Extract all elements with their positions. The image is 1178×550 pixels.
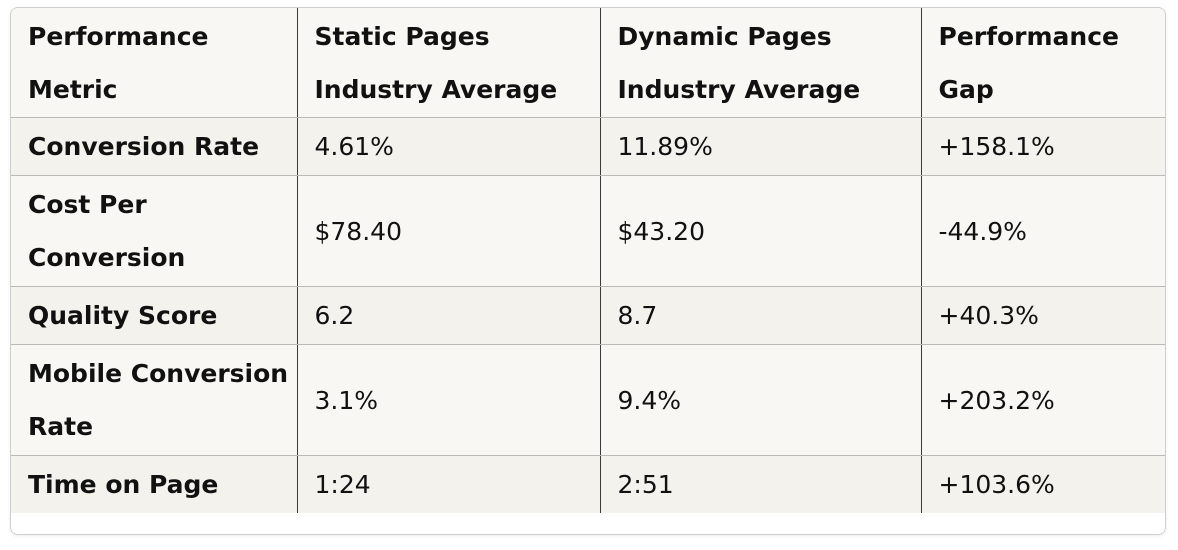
gap-value-cell: +203.2% — [921, 344, 1165, 456]
header-static-pages: Static Pages Industry Average — [297, 8, 601, 118]
header-row: Performance Metric Static Pages Industry… — [11, 8, 1165, 118]
gap-value-cell: +158.1% — [921, 117, 1165, 176]
table-row: Mobile Conversion Rate 3.1% 9.4% +203.2% — [11, 344, 1165, 456]
card-footer — [11, 513, 1165, 534]
dynamic-value-cell: 11.89% — [600, 117, 922, 176]
header-performance-gap: Performance Gap — [921, 8, 1165, 118]
table-row: Quality Score 6.2 8.7 +40.3% — [11, 286, 1165, 345]
performance-table: Performance Metric Static Pages Industry… — [11, 8, 1165, 513]
table-card: Performance Metric Static Pages Industry… — [10, 7, 1166, 535]
metric-cell: Time on Page — [11, 455, 298, 513]
static-value-cell: $78.40 — [297, 175, 601, 287]
dynamic-value-cell: $43.20 — [600, 175, 922, 287]
dynamic-value-cell: 9.4% — [600, 344, 922, 456]
static-value-cell: 1:24 — [297, 455, 601, 513]
static-value-cell: 3.1% — [297, 344, 601, 456]
gap-value-cell: +40.3% — [921, 286, 1165, 345]
metric-cell: Conversion Rate — [11, 117, 298, 176]
dynamic-value-cell: 8.7 — [600, 286, 922, 345]
gap-value-cell: +103.6% — [921, 455, 1165, 513]
metric-cell: Cost Per Conversion — [11, 175, 298, 287]
table-row: Cost Per Conversion $78.40 $43.20 -44.9% — [11, 175, 1165, 287]
metric-cell: Quality Score — [11, 286, 298, 345]
table-row: Conversion Rate 4.61% 11.89% +158.1% — [11, 117, 1165, 176]
gap-value-cell: -44.9% — [921, 175, 1165, 287]
header-dynamic-pages: Dynamic Pages Industry Average — [600, 8, 922, 118]
dynamic-value-cell: 2:51 — [600, 455, 922, 513]
metric-cell: Mobile Conversion Rate — [11, 344, 298, 456]
static-value-cell: 4.61% — [297, 117, 601, 176]
static-value-cell: 6.2 — [297, 286, 601, 345]
header-performance-metric: Performance Metric — [11, 8, 298, 118]
table-row: Time on Page 1:24 2:51 +103.6% — [11, 455, 1165, 513]
